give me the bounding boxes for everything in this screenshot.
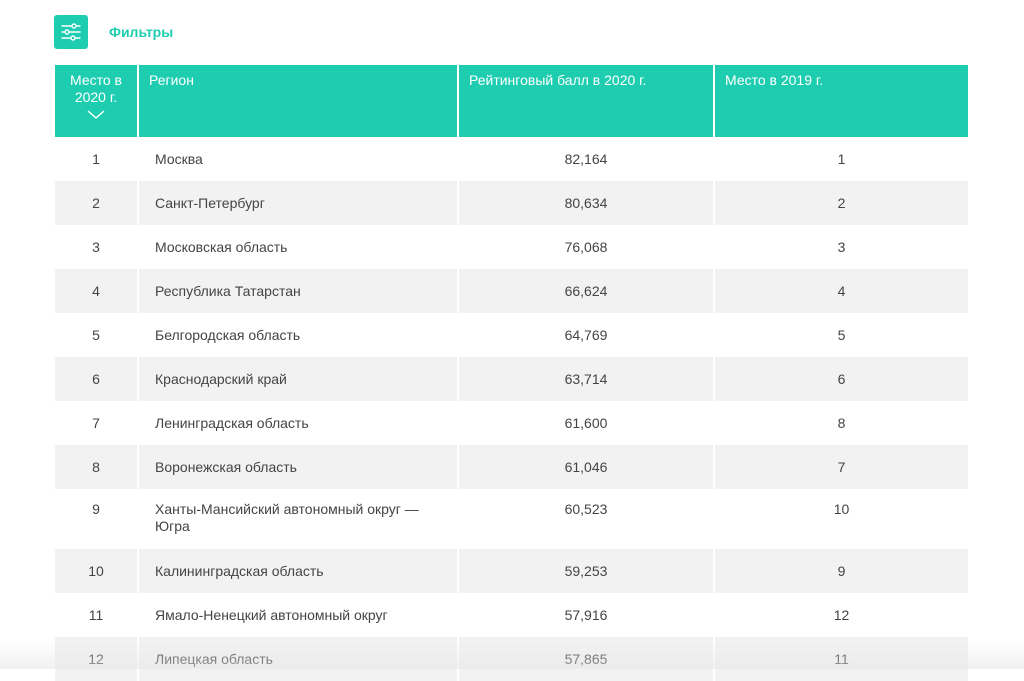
table-row: 3 Московская область 76,068 3 bbox=[55, 225, 968, 269]
region-cell: Липецкая область bbox=[137, 637, 457, 681]
place-2019-cell: 12 bbox=[713, 593, 968, 637]
score-2020-cell: 66,624 bbox=[457, 269, 713, 313]
region-cell: Республика Татарстан bbox=[137, 269, 457, 313]
place-2020-cell: 11 bbox=[88, 607, 104, 623]
region-cell: Белгородская область bbox=[137, 313, 457, 357]
column-header-label: Регион bbox=[149, 72, 194, 88]
column-header-score-2020[interactable]: Рейтинговый балл в 2020 г. bbox=[457, 65, 713, 137]
region-cell: Санкт-Петербург bbox=[137, 181, 457, 225]
table-row: 6 Краснодарский край 63,714 6 bbox=[55, 357, 968, 401]
place-2019-cell: 2 bbox=[713, 181, 968, 225]
region-name: Ямало-Ненецкий автономный округ bbox=[155, 607, 388, 623]
place-2019-cell: 6 bbox=[713, 357, 968, 401]
score-2020-cell: 76,068 bbox=[457, 225, 713, 269]
score-2020-cell: 57,916 bbox=[457, 593, 713, 637]
place-2020-cell: 1 bbox=[92, 151, 100, 167]
place-2019-cell: 8 bbox=[713, 401, 968, 445]
place-2020-cell: 4 bbox=[55, 269, 137, 313]
score-2020-cell: 63,714 bbox=[457, 357, 713, 401]
table-row: 1 Москва 82,164 1 bbox=[55, 137, 968, 181]
score-2020-cell: 61,600 bbox=[457, 401, 713, 445]
table-row: 9 Ханты-Мансийский автономный округ — Юг… bbox=[55, 489, 968, 549]
region-name: Санкт-Петербург bbox=[155, 195, 265, 211]
filters-label[interactable]: Фильтры bbox=[109, 24, 174, 40]
region-name: Липецкая область bbox=[155, 651, 273, 667]
place-2020-cell: 9 bbox=[92, 501, 100, 517]
region-cell: Московская область bbox=[137, 225, 457, 269]
region-name: Московская область bbox=[155, 239, 288, 255]
table-row: 10 Калининградская область 59,253 9 bbox=[55, 549, 968, 593]
table-row: 12 Липецкая область 57,865 11 bbox=[55, 637, 968, 681]
place-2020-cell: 2 bbox=[55, 181, 137, 225]
region-name: Москва bbox=[155, 151, 203, 167]
place-2019-cell: 10 bbox=[713, 489, 968, 549]
region-name: Воронежская область bbox=[155, 459, 297, 475]
place-2019-cell: 3 bbox=[713, 225, 968, 269]
score-2020-cell: 64,769 bbox=[457, 313, 713, 357]
region-name: Краснодарский край bbox=[155, 371, 287, 387]
place-2019-cell: 9 bbox=[713, 549, 968, 593]
region-cell: Ленинградская область bbox=[137, 401, 457, 445]
column-header-region[interactable]: Регион bbox=[137, 65, 457, 137]
region-name: Белгородская область bbox=[155, 327, 301, 343]
table-row: 2 Санкт-Петербург 80,634 2 bbox=[55, 181, 968, 225]
region-cell: Воронежская область bbox=[137, 445, 457, 489]
place-2020-cell: 12 bbox=[55, 637, 137, 681]
filters-bar: Фильтры bbox=[54, 14, 173, 50]
filter-sliders-icon bbox=[61, 23, 81, 41]
score-2020-cell: 59,253 bbox=[457, 549, 713, 593]
place-2020-cell: 10 bbox=[55, 549, 137, 593]
table-row: 11 Ямало-Ненецкий автономный округ 57,91… bbox=[55, 593, 968, 637]
column-header-place-2020[interactable]: Место в 2020 г. bbox=[55, 65, 137, 137]
column-header-label: Место в 2020 г. bbox=[70, 72, 122, 105]
region-cell: Краснодарский край bbox=[137, 357, 457, 401]
table-header-row: Место в 2020 г. Регион Рейтинговый балл … bbox=[55, 65, 968, 137]
place-2019-cell: 4 bbox=[713, 269, 968, 313]
score-2020-cell: 61,046 bbox=[457, 445, 713, 489]
score-2020-cell: 82,164 bbox=[457, 137, 713, 181]
column-header-label: Место в 2019 г. bbox=[725, 72, 824, 88]
score-2020-cell: 60,523 bbox=[457, 489, 713, 549]
place-2020-cell: 7 bbox=[92, 415, 100, 431]
place-2020-cell: 3 bbox=[92, 239, 100, 255]
table-row: 7 Ленинградская область 61,600 8 bbox=[55, 401, 968, 445]
place-2020-cell: 6 bbox=[55, 357, 137, 401]
rating-table: Место в 2020 г. Регион Рейтинговый балл … bbox=[55, 65, 968, 681]
place-2019-cell: 1 bbox=[713, 137, 968, 181]
region-name: Ханты-Мансийский автономный округ — Югра bbox=[155, 501, 419, 534]
place-2020-cell: 5 bbox=[92, 327, 100, 343]
table-row: 4 Республика Татарстан 66,624 4 bbox=[55, 269, 968, 313]
region-cell: Ханты-Мансийский автономный округ — Югра bbox=[137, 489, 457, 549]
place-2019-cell: 7 bbox=[713, 445, 968, 489]
place-2019-cell: 11 bbox=[713, 637, 968, 681]
place-2019-cell: 5 bbox=[713, 313, 968, 357]
region-name: Калининградская область bbox=[155, 563, 324, 579]
region-name: Ленинградская область bbox=[155, 415, 309, 431]
score-2020-cell: 80,634 bbox=[457, 181, 713, 225]
column-header-place-2019[interactable]: Место в 2019 г. bbox=[713, 65, 968, 137]
filters-button[interactable] bbox=[54, 15, 88, 49]
place-2020-cell: 8 bbox=[55, 445, 137, 489]
chevron-down-icon[interactable] bbox=[87, 110, 105, 120]
region-cell: Москва bbox=[137, 137, 457, 181]
table-row: 5 Белгородская область 64,769 5 bbox=[55, 313, 968, 357]
score-2020-cell: 57,865 bbox=[457, 637, 713, 681]
column-header-label: Рейтинговый балл в 2020 г. bbox=[469, 72, 647, 88]
region-name: Республика Татарстан bbox=[155, 283, 301, 299]
region-cell: Калининградская область bbox=[137, 549, 457, 593]
table-row: 8 Воронежская область 61,046 7 bbox=[55, 445, 968, 489]
region-cell: Ямало-Ненецкий автономный округ bbox=[137, 593, 457, 637]
